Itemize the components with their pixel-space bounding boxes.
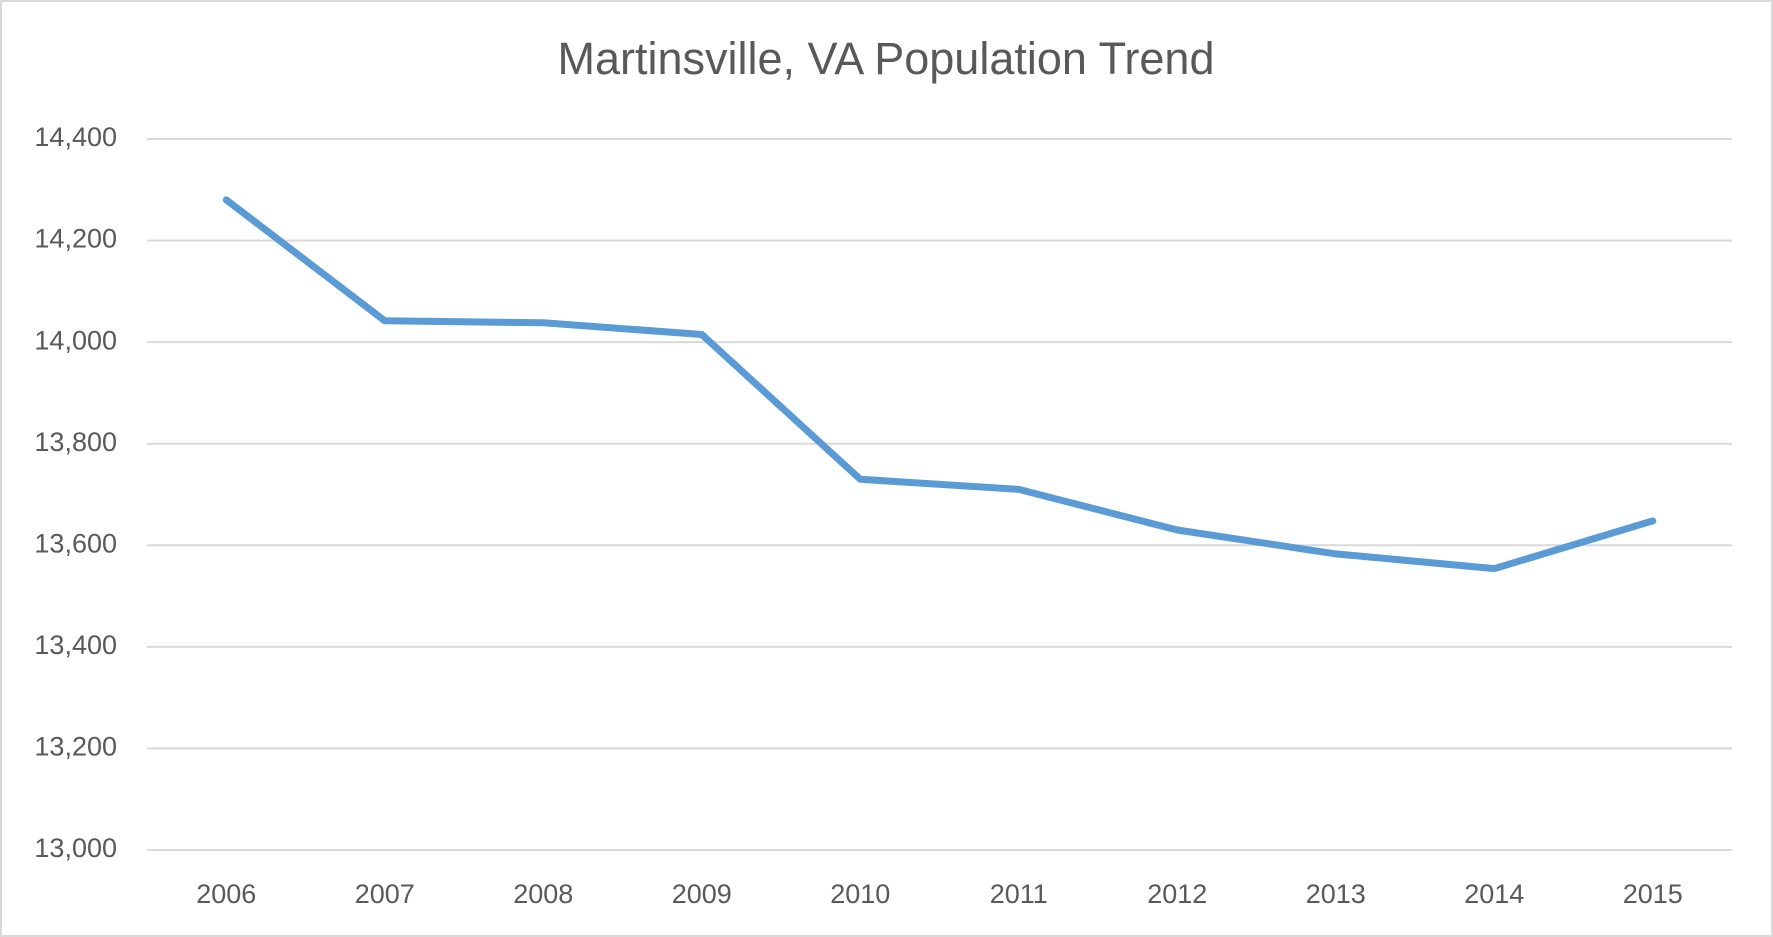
x-tick-label: 2011 <box>990 879 1048 909</box>
x-tick-label: 2015 <box>1623 879 1683 909</box>
x-tick-label: 2007 <box>355 879 415 909</box>
y-tick-label: 14,200 <box>34 224 117 254</box>
y-tick-label: 13,600 <box>34 528 117 558</box>
chart-title: Martinsville, VA Population Trend <box>557 33 1214 84</box>
y-tick-label: 13,400 <box>34 630 117 660</box>
x-tick-label: 2008 <box>513 879 573 909</box>
x-tick-label: 2014 <box>1464 879 1524 909</box>
data-line <box>222 196 1657 573</box>
y-tick-label: 14,000 <box>34 325 117 355</box>
x-tick-label: 2012 <box>1147 879 1207 909</box>
x-tick-label: 2009 <box>672 879 732 909</box>
y-tick-label: 13,800 <box>34 427 117 457</box>
x-tick-label: 2013 <box>1306 879 1366 909</box>
y-tick-label: 14,400 <box>34 122 117 152</box>
x-tick-label: 2010 <box>830 879 890 909</box>
x-tick-label: 2006 <box>196 879 256 909</box>
y-tick-label: 13,200 <box>34 732 117 762</box>
y-tick-label: 13,000 <box>34 833 117 863</box>
